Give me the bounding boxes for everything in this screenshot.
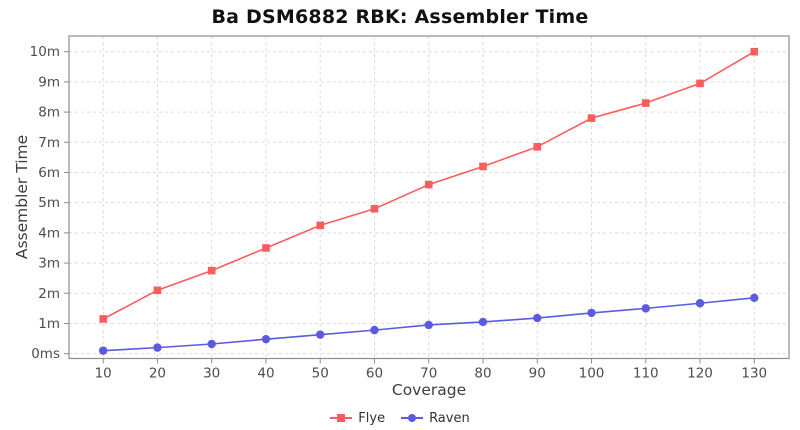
page-title: Ba DSM6882 RBK: Assembler Time [211,6,589,28]
x-tick-label: 100 [579,366,605,382]
x-tick-label: 120 [687,366,713,382]
series-raven-marker [261,334,271,344]
x-tick-label: 70 [420,366,437,382]
series-flye-marker [533,143,542,151]
series-raven-marker [424,320,433,330]
series-raven-marker [587,308,596,318]
y-tick-label: 7m [38,135,60,151]
x-tick-label: 40 [257,366,274,382]
y-tick-label: 0ms [31,346,60,362]
x-tick-label: 110 [633,366,659,382]
series-raven-marker [207,339,216,349]
series-flye-marker [370,204,379,213]
series-flye-marker [696,79,704,88]
series-flye-marker [587,114,596,122]
x-tick-label: 60 [366,366,383,382]
series-raven-marker [370,325,379,335]
flye-marker-icon [330,413,353,423]
series-flye-marker [316,221,325,230]
legend-item-label: Raven [429,410,470,426]
legend-item-flye: Flye [330,411,385,426]
x-axis-title: Coverage [391,381,467,399]
x-tick-label: 30 [203,366,220,382]
y-tick-label: 2m [38,286,60,302]
y-tick-label: 8m [38,105,60,121]
series-flye-marker [99,315,107,323]
x-tick-label: 80 [474,366,491,382]
series-flye-marker [424,180,433,189]
x-tick-label: 130 [741,366,767,382]
series-flye-marker [750,47,759,56]
y-tick-label: 3m [38,256,60,272]
y-tick-label: 6m [38,165,60,181]
series-raven-marker [153,343,162,352]
y-tick-label: 4m [38,225,60,241]
series-raven-marker [533,313,542,323]
series-flye-marker [479,162,487,171]
series-raven-marker [750,293,759,303]
series-flye-marker [153,286,162,295]
legend-item-label: Flye [358,410,386,426]
y-tick-label: 9m [38,74,60,90]
flye-square-icon [337,414,346,422]
x-tick-label: 50 [312,366,329,382]
y-tick-label: 1m [38,316,60,332]
series-raven-marker [98,346,108,355]
series-flye-marker [207,266,216,275]
raven-circle-icon [408,414,417,422]
y-tick-label: 10m [30,44,60,60]
series-raven-marker [316,330,325,339]
legend: Flye Raven [0,408,800,428]
series-raven-marker [478,317,488,327]
x-tick-label: 10 [95,366,112,382]
y-tick-label: 5m [38,195,60,211]
series-raven-marker [695,299,705,308]
series-raven-marker [641,304,650,313]
raven-marker-icon [401,413,424,423]
legend-item-raven: Raven [401,411,470,426]
series-flye-marker [262,244,270,252]
x-tick-label: 20 [149,366,166,382]
series-flye-marker [641,99,650,107]
x-tick-label: 90 [529,366,546,382]
